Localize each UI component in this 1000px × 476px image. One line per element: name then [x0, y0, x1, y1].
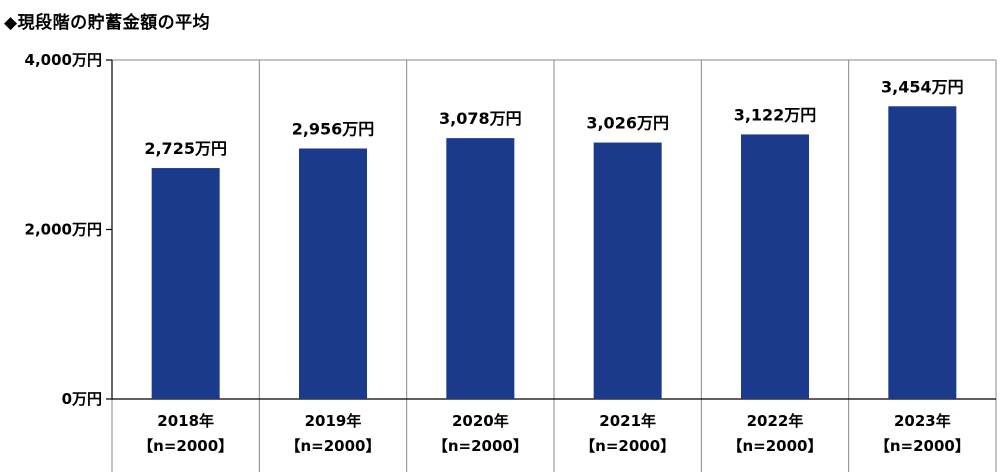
x-tick-label: 2018年	[157, 412, 214, 430]
y-tick-label: 0万円	[62, 390, 102, 408]
x-tick-label: 2022年	[747, 412, 804, 430]
data-label: 3,026万円	[586, 114, 669, 133]
x-tick-label: 2019年	[305, 412, 362, 430]
data-label: 3,078万円	[439, 109, 522, 128]
x-tick-label: 2021年	[599, 412, 656, 430]
x-tick-sublabel: 【n=2000】	[433, 437, 528, 455]
x-tick-sublabel: 【n=2000】	[875, 437, 970, 455]
data-label: 2,725万円	[144, 139, 227, 158]
x-tick-sublabel: 【n=2000】	[286, 437, 381, 455]
y-tick-label: 2,000万円	[25, 221, 102, 239]
data-label: 2,956万円	[292, 119, 375, 138]
bar	[299, 148, 367, 399]
bar	[593, 142, 662, 399]
bar	[888, 106, 957, 399]
x-tick-sublabel: 【n=2000】	[580, 437, 675, 455]
x-tick-label: 2020年	[452, 412, 509, 430]
bar	[741, 134, 809, 399]
x-tick-label: 2023年	[894, 412, 951, 430]
bar	[446, 138, 515, 399]
y-tick-label: 4,000万円	[25, 51, 102, 69]
data-label: 3,122万円	[734, 105, 817, 124]
x-tick-sublabel: 【n=2000】	[728, 437, 823, 455]
x-tick-sublabel: 【n=2000】	[138, 437, 233, 455]
chart-title: ◆現段階の貯蓄金額の平均	[4, 13, 211, 33]
data-label: 3,454万円	[881, 77, 964, 96]
bar	[151, 168, 220, 399]
